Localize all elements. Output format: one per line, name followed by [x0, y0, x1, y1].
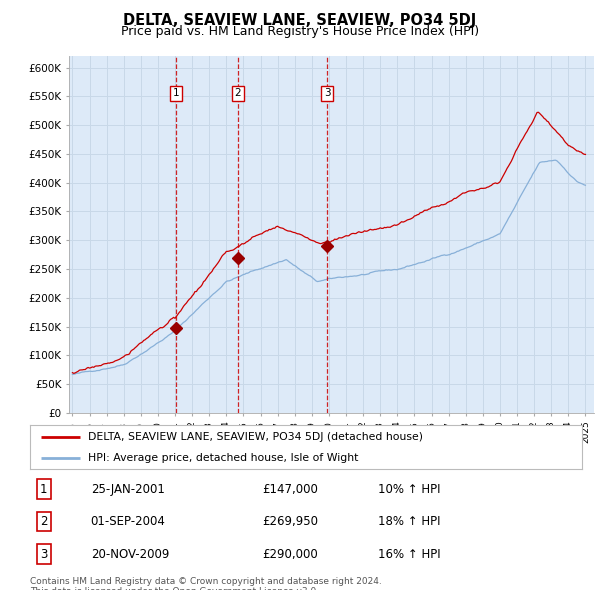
- Text: 1: 1: [40, 483, 47, 496]
- Text: 01-SEP-2004: 01-SEP-2004: [91, 515, 166, 528]
- Text: Price paid vs. HM Land Registry's House Price Index (HPI): Price paid vs. HM Land Registry's House …: [121, 25, 479, 38]
- Text: 20-NOV-2009: 20-NOV-2009: [91, 548, 169, 560]
- Text: £147,000: £147,000: [262, 483, 318, 496]
- Text: 18% ↑ HPI: 18% ↑ HPI: [378, 515, 440, 528]
- Text: 2: 2: [40, 515, 47, 528]
- Text: 10% ↑ HPI: 10% ↑ HPI: [378, 483, 440, 496]
- Text: 16% ↑ HPI: 16% ↑ HPI: [378, 548, 440, 560]
- Text: 3: 3: [324, 88, 331, 99]
- Text: DELTA, SEAVIEW LANE, SEAVIEW, PO34 5DJ: DELTA, SEAVIEW LANE, SEAVIEW, PO34 5DJ: [124, 13, 476, 28]
- Text: £290,000: £290,000: [262, 548, 317, 560]
- Text: DELTA, SEAVIEW LANE, SEAVIEW, PO34 5DJ (detached house): DELTA, SEAVIEW LANE, SEAVIEW, PO34 5DJ (…: [88, 432, 423, 442]
- Text: 1: 1: [173, 88, 179, 99]
- Text: 25-JAN-2001: 25-JAN-2001: [91, 483, 164, 496]
- Text: 3: 3: [40, 548, 47, 560]
- Text: £269,950: £269,950: [262, 515, 318, 528]
- Text: Contains HM Land Registry data © Crown copyright and database right 2024.
This d: Contains HM Land Registry data © Crown c…: [30, 577, 382, 590]
- Text: 2: 2: [235, 88, 241, 99]
- Text: HPI: Average price, detached house, Isle of Wight: HPI: Average price, detached house, Isle…: [88, 453, 358, 463]
